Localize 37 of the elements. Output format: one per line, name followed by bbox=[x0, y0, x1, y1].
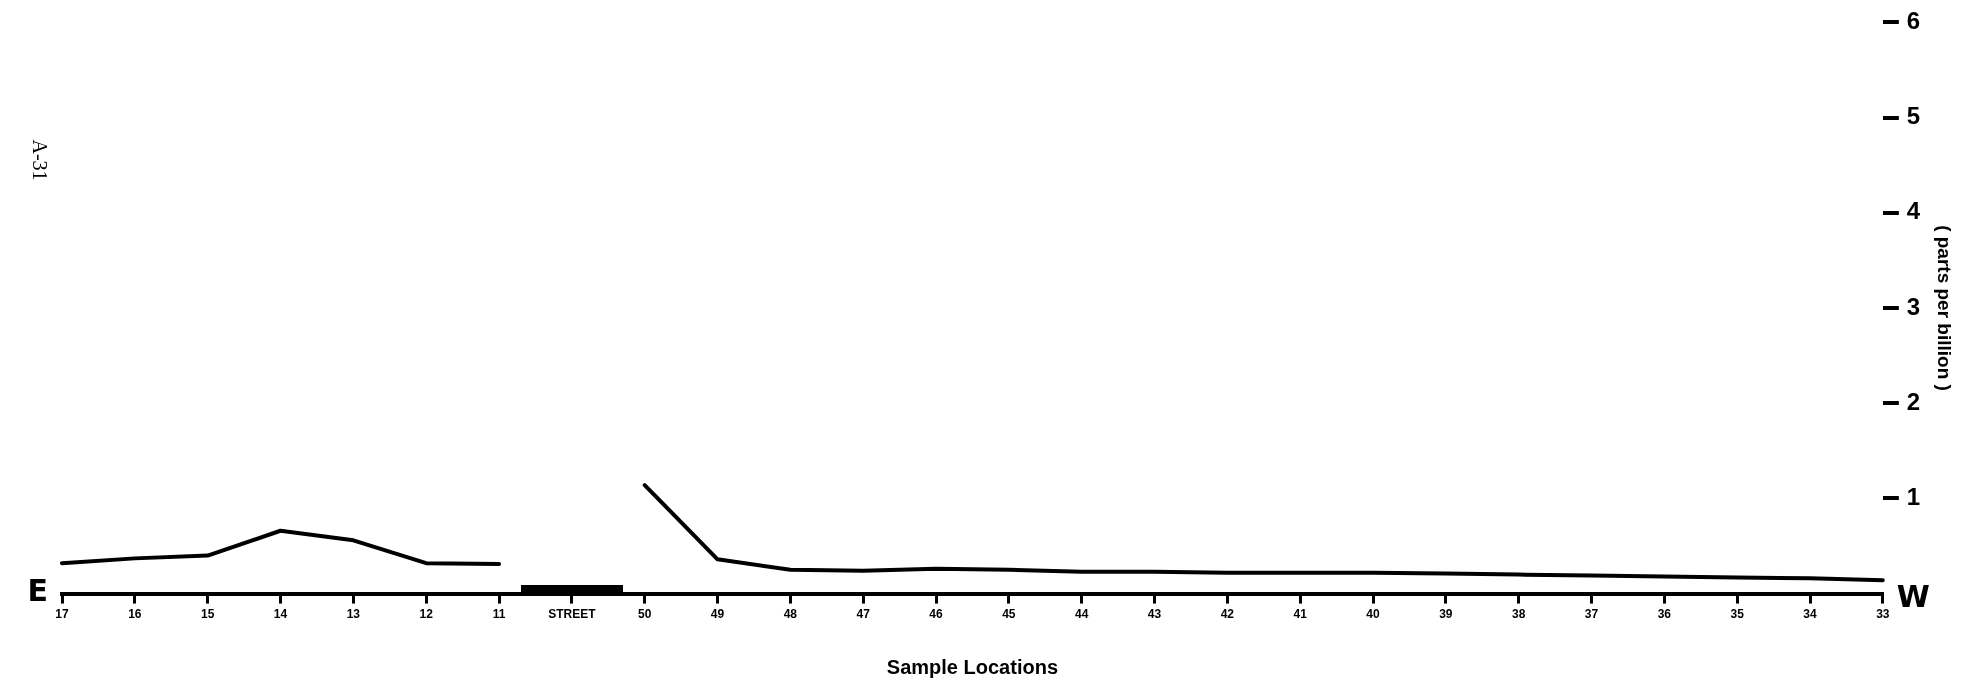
y-tick-label: 6 bbox=[1906, 7, 1921, 35]
x-tick-label: 35 bbox=[1730, 607, 1745, 622]
x-tick-label: 16 bbox=[128, 607, 142, 622]
y-tick-label: 5 bbox=[1906, 102, 1921, 130]
x-tick-label: 12 bbox=[419, 607, 434, 622]
x-tick-label: 14 bbox=[273, 607, 288, 622]
x-tick-label: 13 bbox=[346, 607, 361, 622]
x-tick-label: 15 bbox=[200, 607, 215, 622]
x-tick-label: 36 bbox=[1657, 607, 1672, 622]
x-tick-label: 49 bbox=[710, 607, 725, 622]
y-axis-title: ( parts per billion ) bbox=[1934, 225, 1956, 391]
x-tick-label: 40 bbox=[1366, 607, 1381, 622]
x-tick-label: 46 bbox=[929, 607, 943, 622]
x-tick-label: 41 bbox=[1293, 607, 1308, 622]
y-tick-label: 4 bbox=[1906, 197, 1921, 225]
x-tick-label: 48 bbox=[783, 607, 798, 622]
y-tick-label: 2 bbox=[1906, 387, 1921, 415]
y-tick-label: 1 bbox=[1906, 483, 1921, 511]
x-tick-label: 11 bbox=[492, 607, 506, 622]
text: A-31 bbox=[28, 139, 51, 181]
x-tick-label: 17 bbox=[55, 607, 69, 622]
x-tick-label: 47 bbox=[856, 607, 871, 622]
x-tick-label: 33 bbox=[1876, 607, 1890, 622]
x-tick-label: 39 bbox=[1439, 607, 1453, 622]
x-tick-label: 34 bbox=[1803, 607, 1818, 622]
x-tick-label: 45 bbox=[1002, 607, 1016, 622]
x-tick-label: STREET bbox=[548, 607, 597, 622]
x-tick-label: 44 bbox=[1075, 607, 1089, 622]
y-tick-label: 3 bbox=[1906, 292, 1921, 320]
text: W bbox=[1896, 579, 1930, 615]
x-tick-label: 38 bbox=[1512, 607, 1526, 622]
x-tick-label: 42 bbox=[1220, 607, 1235, 622]
text: E bbox=[27, 573, 48, 609]
x-axis-title: Sample Locations bbox=[886, 655, 1058, 678]
x-tick-label: 50 bbox=[637, 607, 652, 622]
x-tick-label: 37 bbox=[1584, 607, 1599, 622]
x-tick-label: 43 bbox=[1147, 607, 1162, 622]
